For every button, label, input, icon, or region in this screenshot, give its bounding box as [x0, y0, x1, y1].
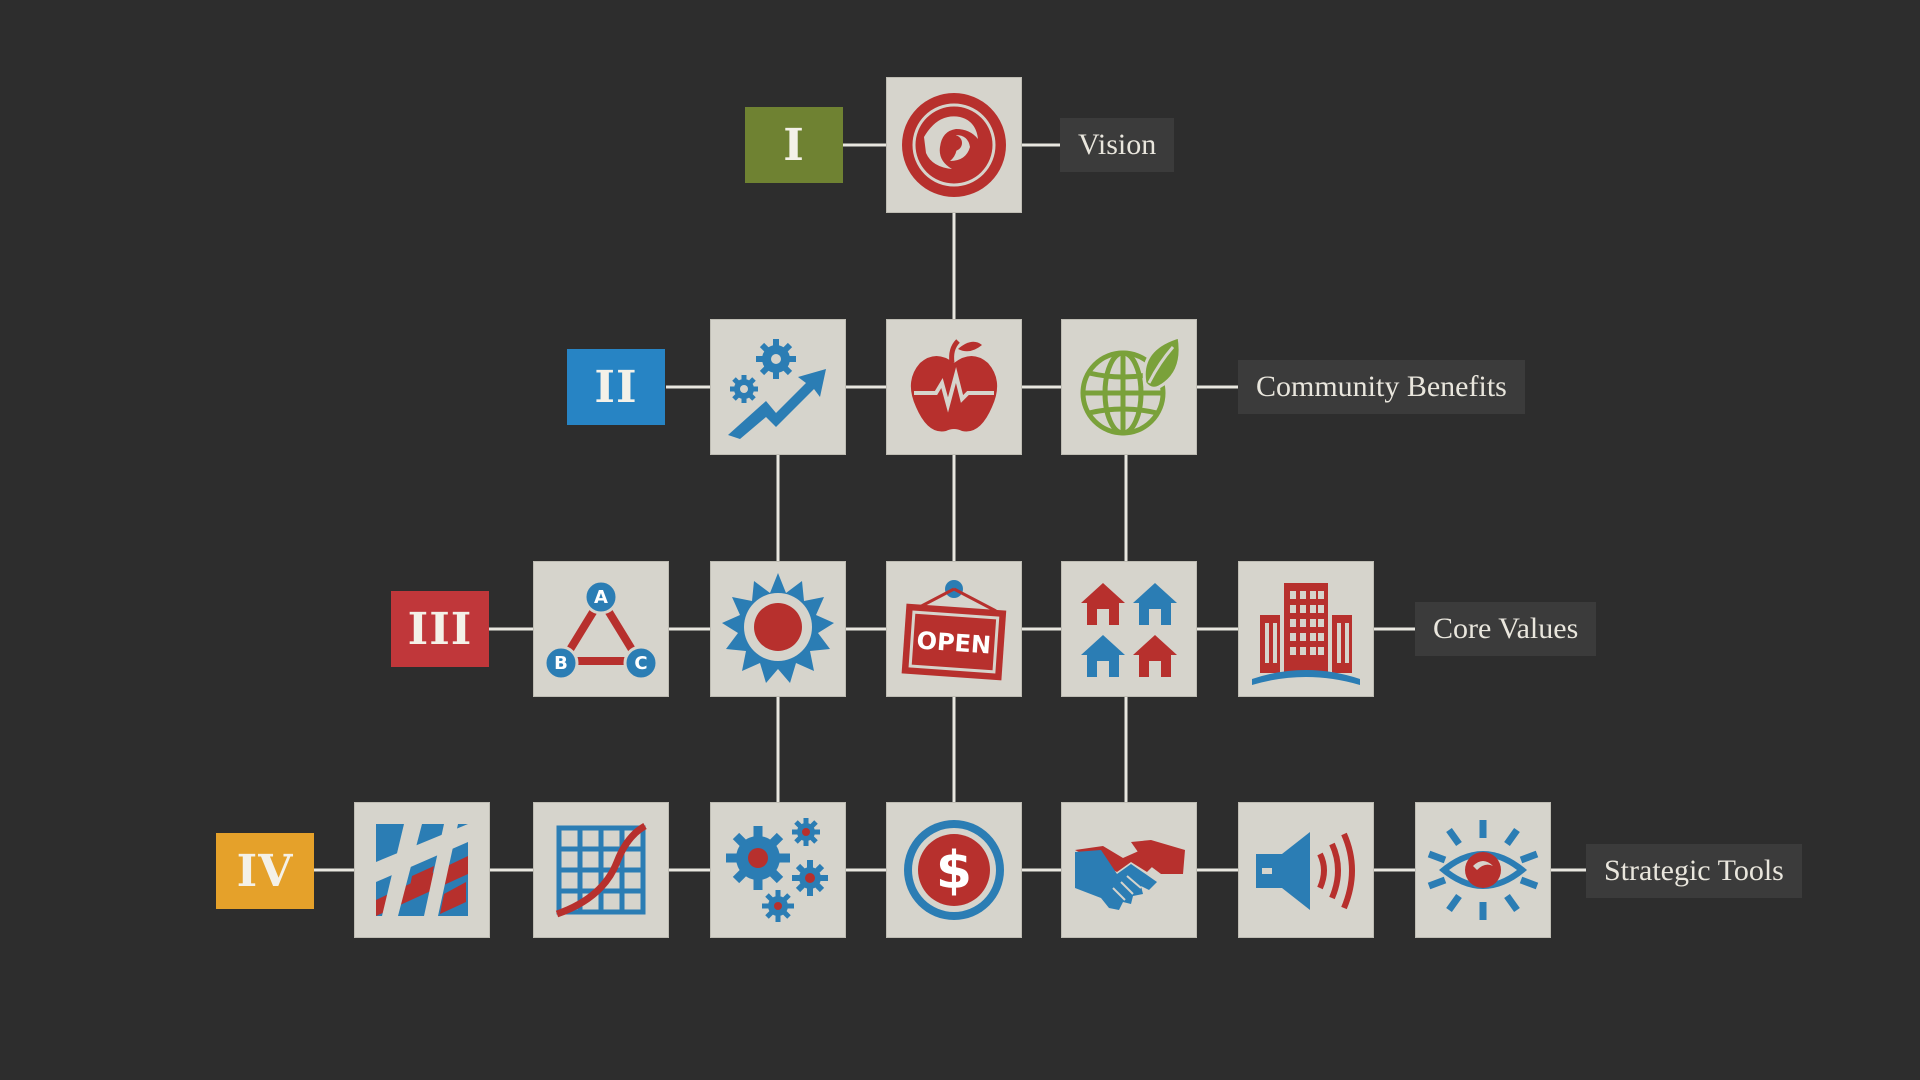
- level-label-strategic-tools: Strategic Tools: [1586, 844, 1802, 898]
- phoenix-logo-icon: [902, 93, 1006, 197]
- tile-health: [886, 319, 1022, 455]
- abc-triangle-icon: A B C: [543, 579, 659, 681]
- tile-city: [1238, 561, 1374, 697]
- tile-environment: [1061, 319, 1197, 455]
- megaphone-speaker-icon: [1256, 832, 1355, 910]
- tile-gears: [710, 802, 846, 938]
- sun-gear-icon: [722, 573, 834, 683]
- apple-heartbeat-icon: [910, 339, 998, 432]
- grid-chart-icon: [555, 822, 647, 918]
- tile-economic-growth: [710, 319, 846, 455]
- level-badge-4: IV: [216, 833, 314, 909]
- tile-grid-chart: [533, 802, 669, 938]
- tile-vision: [886, 77, 1022, 213]
- tile-eye: [1415, 802, 1551, 938]
- tile-megaphone: [1238, 802, 1374, 938]
- city-building-icon: [1252, 583, 1360, 685]
- houses-icon: [1081, 583, 1177, 677]
- open-sign-icon: OPEN: [901, 580, 1007, 681]
- level-badge-3: III: [391, 591, 489, 667]
- level-label-community-benefits: Community Benefits: [1238, 360, 1525, 414]
- level-label-core-values: Core Values: [1415, 602, 1597, 656]
- svg-text:C: C: [634, 653, 647, 674]
- level-label-vision: Vision: [1060, 118, 1175, 172]
- green-globe-leaf-icon: [1080, 335, 1182, 436]
- handshake-icon: [1075, 840, 1185, 910]
- tile-sun-gear: [710, 561, 846, 697]
- dollar-coin-icon: $: [904, 820, 1004, 920]
- tile-abc: A B C: [533, 561, 669, 697]
- svg-text:$: $: [936, 841, 972, 901]
- street-map-icon: [376, 824, 468, 916]
- gears-growth-arrow-icon: [728, 339, 826, 439]
- svg-text:OPEN: OPEN: [916, 626, 992, 659]
- tile-dollar: $: [886, 802, 1022, 938]
- tile-map: [354, 802, 490, 938]
- level-badge-1: I: [745, 107, 843, 183]
- tile-open-sign: OPEN: [886, 561, 1022, 697]
- tile-houses: [1061, 561, 1197, 697]
- svg-text:A: A: [594, 587, 608, 608]
- eye-icon: [1427, 820, 1539, 920]
- level-badge-2: II: [567, 349, 665, 425]
- gears-cluster-icon: [726, 818, 828, 922]
- svg-text:B: B: [554, 653, 568, 674]
- tile-handshake: [1061, 802, 1197, 938]
